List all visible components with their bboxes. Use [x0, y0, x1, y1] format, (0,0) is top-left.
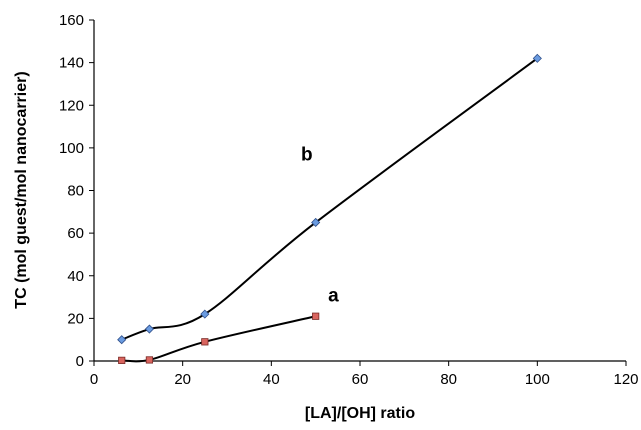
y-tick-label: 80: [67, 183, 84, 200]
y-tick-label: 100: [59, 140, 84, 157]
annotation-layer: ba: [301, 145, 339, 307]
series-a: [118, 312, 320, 364]
series-b: [117, 53, 542, 345]
y-tick-label: 0: [76, 353, 84, 370]
series-annotation-a: a: [328, 285, 339, 306]
y-tick-label: 20: [67, 310, 84, 327]
data-point-a: [145, 356, 154, 364]
series-a-line: [121, 315, 316, 363]
x-tick-label: 60: [352, 371, 369, 388]
x-tick-label: 40: [263, 371, 280, 388]
x-tick-label: 80: [440, 371, 457, 388]
data-point-b: [144, 324, 154, 334]
x-tick-label: 20: [174, 371, 191, 388]
y-tick-label: 140: [59, 55, 84, 72]
series-layer: [117, 53, 542, 364]
data-point-a: [312, 312, 320, 320]
x-tick-label: 0: [90, 371, 98, 388]
data-point-b: [200, 309, 210, 319]
y-ticks: 0 20 40 60 80 100 120 140 160: [59, 12, 94, 370]
y-axis-title: TC (mol guest/mol nanocarrier): [13, 71, 30, 308]
x-ticks: 0 20 40 60 80 100 120: [90, 361, 639, 388]
series-annotation-b: b: [301, 145, 313, 166]
data-point-b: [311, 217, 321, 228]
axes: 0 20 40 60 80 100 120 0 20 40 60 80 100 120 140 160: [59, 12, 639, 388]
x-axis-title: [LA]/[OH] ratio: [305, 405, 415, 422]
data-point-a: [201, 338, 209, 346]
data-point-b: [532, 53, 542, 63]
x-tick-label: 100: [525, 371, 550, 388]
y-tick-label: 40: [67, 268, 84, 285]
x-tick-label: 120: [613, 371, 638, 388]
data-point-a: [118, 356, 126, 364]
y-tick-label: 120: [59, 97, 84, 114]
y-tick-label: 60: [67, 225, 84, 242]
data-point-b: [117, 335, 127, 345]
y-tick-label: 160: [59, 12, 84, 29]
